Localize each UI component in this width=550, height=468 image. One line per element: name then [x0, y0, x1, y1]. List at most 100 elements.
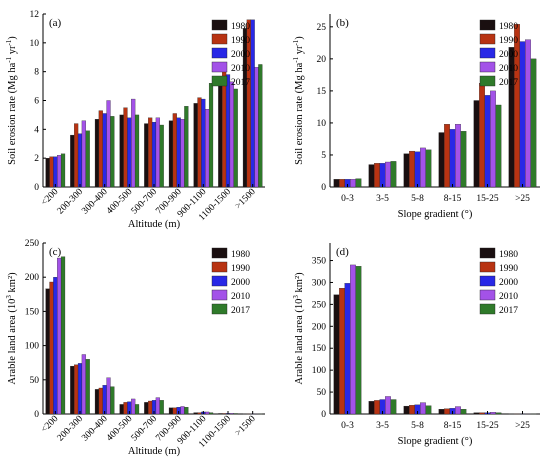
bar-2010-1100_1500	[229, 413, 234, 415]
bar-2017-200_300	[85, 130, 90, 188]
bar-1980-15_25	[473, 100, 480, 188]
bar-2000-500_700	[151, 121, 157, 188]
bar-1990-300_400	[98, 110, 103, 188]
legend-swatch-2017	[479, 303, 496, 315]
bar-1980-900_1100	[193, 103, 198, 188]
bar-1990-900_1100	[197, 97, 202, 188]
x-axis-label: Altitude (m)	[128, 219, 181, 230]
y-tick-label: 4	[34, 125, 39, 135]
legend-label-1990: 1990	[499, 264, 518, 274]
bar-2010-3_5	[385, 161, 391, 188]
bar-1990-700_900	[172, 113, 177, 188]
legend-swatch-1990	[211, 261, 228, 273]
bar-2010-0_3	[350, 179, 356, 188]
bar-2017-300_400	[110, 116, 115, 188]
bar-2010-8_15	[455, 124, 461, 188]
x-axis-label: Altitude (m)	[128, 446, 181, 457]
bar-2017-400_500	[134, 404, 140, 415]
bar-2000-300_400	[102, 385, 107, 415]
bar-2017-200_300	[85, 359, 90, 415]
bar-1990-0_3	[339, 288, 345, 415]
bar-2017-8_15	[460, 131, 467, 188]
bar-1980-300_400	[94, 389, 100, 415]
panel-c-arable-area-by-altitude: 0 50 100 150 200 250 <200200-300300-400400-500…	[5, 239, 265, 457]
bar-1990-400_500	[123, 107, 128, 188]
bar-2017-0_3	[355, 178, 362, 188]
y-tick-label: 250	[25, 239, 40, 249]
bar-2010-900_1100	[205, 109, 210, 188]
x-tick-label: 500-700	[130, 414, 160, 444]
bar-2010-15_25	[490, 90, 496, 188]
x-tick-label: <200	[40, 414, 61, 435]
bar-1990-_25	[514, 24, 520, 188]
bar-2017-700_900	[184, 106, 189, 188]
bar-1990-200_300	[74, 123, 79, 188]
legend-swatch-1980	[211, 19, 228, 31]
bar-1980-700_900	[168, 120, 174, 188]
bar-2017-500_700	[159, 124, 164, 188]
bar-1990-400_500	[123, 402, 128, 415]
legend-label-2000: 2000	[499, 50, 518, 60]
bar-2000-_200	[53, 277, 58, 415]
bar-1990-1100_1500	[222, 71, 227, 188]
bar-2010-5_8	[420, 402, 426, 415]
legend-label-2017: 2017	[499, 78, 518, 88]
legend-label-1990: 1990	[231, 264, 250, 274]
bar-2010-_200	[57, 155, 62, 188]
x-tick-label: 200-300	[56, 187, 86, 217]
bar-1980-400_500	[119, 114, 124, 188]
y-tick-label: 0	[321, 410, 326, 420]
bar-2017-900_1100	[208, 83, 214, 188]
x-tick-label: 3-5	[376, 421, 389, 431]
bar-1980-5_8	[403, 405, 410, 415]
bar-1990-_200	[49, 281, 54, 415]
bar-2000-_200	[53, 156, 58, 188]
bar-2010-0_3	[350, 264, 356, 415]
bar-2017-400_500	[134, 114, 140, 188]
panel-label: (d)	[336, 246, 349, 258]
legend-label-2010: 2010	[231, 64, 250, 74]
bar-1990-15_25	[479, 83, 485, 188]
x-axis-label: Slope gradient (°)	[398, 436, 473, 447]
bar-2017-5_8	[425, 405, 432, 415]
panel-label: (b)	[336, 17, 349, 29]
bar-1980-1100_1500	[218, 77, 223, 188]
y-tick-label: 20	[317, 55, 327, 65]
bar-1990-3_5	[374, 400, 380, 415]
legend-label-2017: 2017	[499, 306, 518, 316]
bar-2017-0_3	[355, 266, 362, 415]
y-tick-label: 100	[25, 342, 40, 352]
x-tick-label: 0-3	[341, 194, 354, 204]
legend-label-1980: 1980	[499, 250, 518, 260]
bar-1980-500_700	[144, 123, 149, 188]
bar-2000-3_5	[379, 163, 386, 188]
y-tick-label: 200	[25, 273, 40, 283]
y-axis-label: Arable land area (103 km²)	[5, 272, 18, 385]
bar-1980-300_400	[94, 119, 100, 188]
y-tick-label: 12	[30, 10, 40, 20]
legend-label-2000: 2000	[231, 50, 250, 60]
bar-2017-900_1100	[208, 412, 214, 415]
bar-2010-400_500	[131, 98, 136, 188]
bar-1990-700_900	[172, 407, 177, 415]
bar-1980-5_8	[403, 153, 410, 188]
bar-2017-15_25	[495, 104, 502, 188]
bar-2010-900_1100	[205, 411, 210, 415]
x-tick-label: >1500	[233, 414, 257, 438]
y-tick-label: 250	[312, 300, 327, 310]
legend-label-1990: 1990	[231, 36, 250, 46]
legend-swatch-1990	[479, 33, 496, 45]
y-tick-label: 0	[321, 183, 326, 193]
bar-2017-1100_1500	[233, 413, 238, 415]
y-tick-label: 6	[34, 97, 39, 107]
y-tick-label: 10	[317, 119, 327, 129]
panel-a-erosion-by-altitude: 0 2 4 6 8 10 12 <200200-300300-400400-500500-70…	[5, 10, 265, 230]
legend-swatch-1980	[479, 247, 496, 259]
panel-label: (c)	[49, 246, 62, 258]
bar-1980-0_3	[333, 179, 340, 188]
x-tick-label: 8-15	[444, 194, 462, 204]
bar-1990-15_25	[479, 412, 485, 415]
bar-2010-300_400	[106, 100, 111, 188]
legend-swatch-2010	[479, 61, 496, 73]
bar-2000-200_300	[77, 363, 83, 415]
